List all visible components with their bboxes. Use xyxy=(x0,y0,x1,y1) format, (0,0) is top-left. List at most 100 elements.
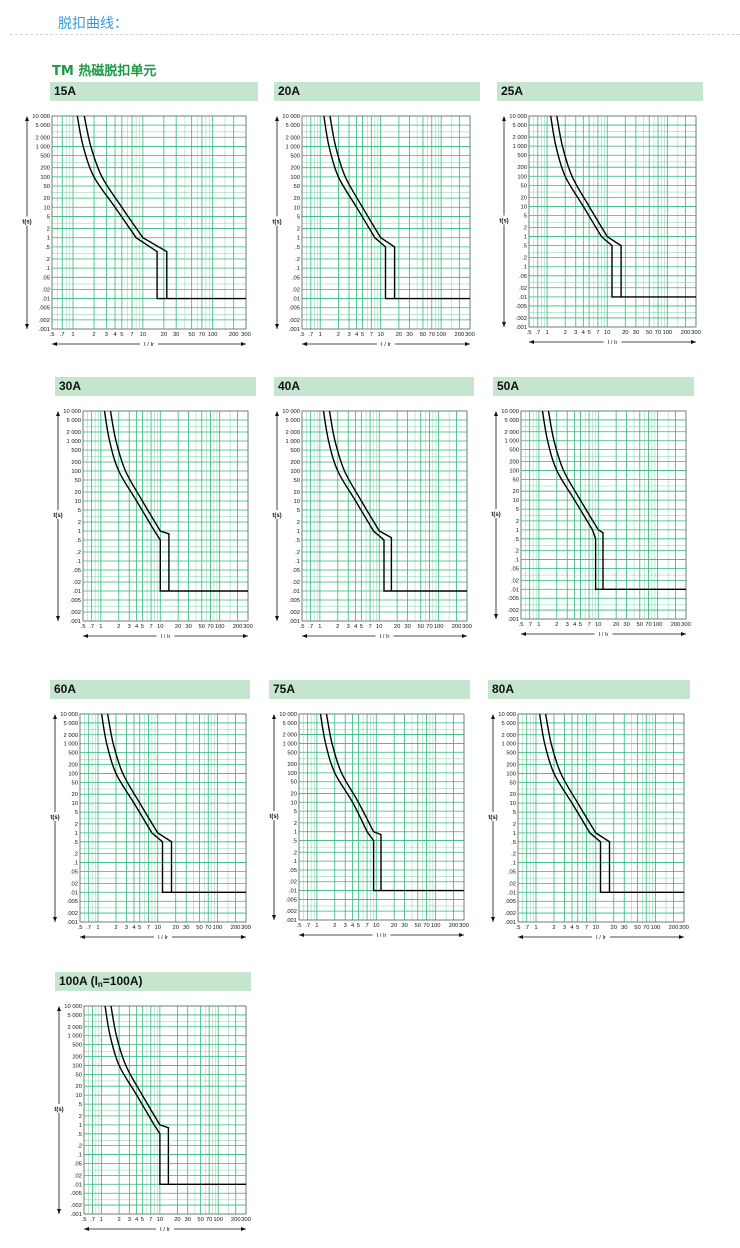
x-tick-label: 3 xyxy=(347,332,350,338)
y-tick-label: 50 xyxy=(513,477,519,483)
y-tick-label: 100 xyxy=(290,175,300,181)
y-tick-label: 500 xyxy=(68,751,78,757)
y-tick-label: 1 xyxy=(294,830,297,836)
x-tick-label: 300 xyxy=(459,923,469,929)
y-tick-label: 5 xyxy=(294,809,297,815)
y-tick-label: .5 xyxy=(295,245,300,251)
chart-panel-75a: 75A 10 000 5 000 2 000 1 000 500 200 100 50 20 10… xyxy=(268,680,470,945)
y-axis-label: t(s) xyxy=(50,815,59,821)
y-axis-arrow-head-icon xyxy=(56,616,60,621)
x-tick-label: 300 xyxy=(243,624,253,630)
y-tick-label: .1 xyxy=(45,266,50,272)
y-tick-label: .01 xyxy=(508,890,516,896)
x-tick-label: 2 xyxy=(337,332,340,338)
y-tick-label: .5 xyxy=(73,840,78,846)
y-axis-arrow-head-icon xyxy=(275,116,279,121)
y-tick-label: .01 xyxy=(73,589,81,595)
y-tick-label: .001 xyxy=(39,327,50,333)
x-tick-label: 2 xyxy=(552,925,555,931)
plot-frame xyxy=(301,115,471,330)
x-tick-label: 10 xyxy=(373,923,379,929)
x-tick-label: 70 xyxy=(199,332,205,338)
x-tick-label: 300 xyxy=(691,330,701,336)
trip-curve-min xyxy=(323,115,470,300)
x-tick-label: 70 xyxy=(206,1217,212,1223)
plot-frame xyxy=(520,410,687,620)
y-tick-label: .001 xyxy=(71,1212,82,1218)
x-tick-label: 70 xyxy=(429,332,435,338)
y-tick-label: .5 xyxy=(76,538,81,544)
y-tick-label: .01 xyxy=(42,297,50,303)
y-tick-label: .02 xyxy=(289,880,297,886)
y-tick-label: .001 xyxy=(289,327,300,333)
x-tick-label: .5 xyxy=(300,624,305,630)
y-tick-label: 500 xyxy=(290,154,300,160)
trip-curve-max xyxy=(329,115,396,299)
y-tick-label: .005 xyxy=(289,306,300,312)
y-tick-label: 1 xyxy=(297,529,300,535)
trip-curve-max xyxy=(547,410,604,590)
y-tick-label: 100 xyxy=(509,468,519,474)
y-tick-label: .05 xyxy=(74,1162,82,1168)
y-tick-label: 2 000 xyxy=(504,430,519,436)
x-axis-arrow-head-icon xyxy=(241,342,246,346)
x-tick-label: 200 xyxy=(231,1217,241,1223)
y-axis-label: t(s) xyxy=(272,513,281,519)
x-tick-label: 100 xyxy=(215,624,225,630)
x-tick-label: 30 xyxy=(406,332,412,338)
trip-curve-max xyxy=(556,115,622,297)
x-axis-label-bg xyxy=(377,340,395,348)
y-axis-arrow-head-icon xyxy=(275,324,279,329)
x-tick-label: 1 xyxy=(537,622,540,628)
x-tick-label: 3 xyxy=(125,925,128,931)
y-tick-label: .2 xyxy=(295,550,300,556)
trip-curve-min xyxy=(319,713,464,892)
x-tick-label: 10 xyxy=(155,925,161,931)
y-tick-label: .1 xyxy=(77,1153,82,1159)
x-tick-label: 300 xyxy=(681,622,691,628)
x-tick-label: 1 xyxy=(319,332,322,338)
y-tick-label: 5 000 xyxy=(63,721,78,727)
chart-75a: 10 000 5 000 2 000 1 000 500 200 100 50 20 10 5 2 1.… xyxy=(268,712,469,939)
y-tick-label: 10 000 xyxy=(64,1004,82,1010)
x-tick-label: 30 xyxy=(401,923,407,929)
chart-panel-100a: 100A (In=100A) 10 000 5 000 2 000 1 000 500 2… xyxy=(53,972,251,1237)
y-tick-label: 2 000 xyxy=(63,733,78,739)
x-tick-label: 5 xyxy=(120,332,123,338)
chart-panel-15a: 15A 10 000 5 000 2 000 1 000 500 200 100 50 20 10… xyxy=(21,82,258,352)
y-tick-label: 500 xyxy=(71,448,81,454)
x-tick-label: 20 xyxy=(396,332,402,338)
trip-curve-min xyxy=(100,713,246,893)
trip-curve-min xyxy=(103,410,248,592)
y-tick-label: .5 xyxy=(522,244,527,250)
x-tick-label: 3 xyxy=(128,624,131,630)
x-axis-label: I / Ir xyxy=(599,632,609,638)
y-axis-label: t(s) xyxy=(54,1107,63,1113)
y-tick-label: 5 xyxy=(297,214,300,220)
y-tick-label: .2 xyxy=(45,257,50,263)
x-tick-label: 5 xyxy=(138,925,141,931)
x-tick-label: .7 xyxy=(60,332,65,338)
x-tick-label: 30 xyxy=(404,624,410,630)
y-tick-label: 20 xyxy=(521,195,527,201)
y-tick-label: 10 000 xyxy=(63,409,81,415)
y-tick-label: 5 000 xyxy=(282,721,297,727)
x-tick-label: 200 xyxy=(669,925,679,931)
y-tick-label: .2 xyxy=(77,1144,82,1150)
x-tick-label: 10 xyxy=(376,624,382,630)
y-tick-label: 200 xyxy=(509,459,519,465)
x-tick-label: 100 xyxy=(434,624,444,630)
x-tick-label: 7 xyxy=(147,925,150,931)
x-axis-arrow-head-icon xyxy=(302,634,307,638)
y-tick-label: 20 xyxy=(513,489,519,495)
x-axis-label: I / Ir xyxy=(377,933,387,939)
y-tick-label: 5 000 xyxy=(285,123,300,129)
y-tick-label: 1 000 xyxy=(67,1034,82,1040)
x-tick-label: 10 xyxy=(593,925,599,931)
chart-50a: 10 000 5 000 2 000 1 000 500 200 100 50 20 10 5 2 1.… xyxy=(490,409,691,638)
y-tick-label: 100 xyxy=(71,469,81,475)
y-tick-label: .002 xyxy=(505,911,516,917)
y-axis-arrow-head-icon xyxy=(494,614,498,619)
x-tick-label: .5 xyxy=(527,330,532,336)
x-axis-label: I / Ir xyxy=(160,1227,170,1233)
